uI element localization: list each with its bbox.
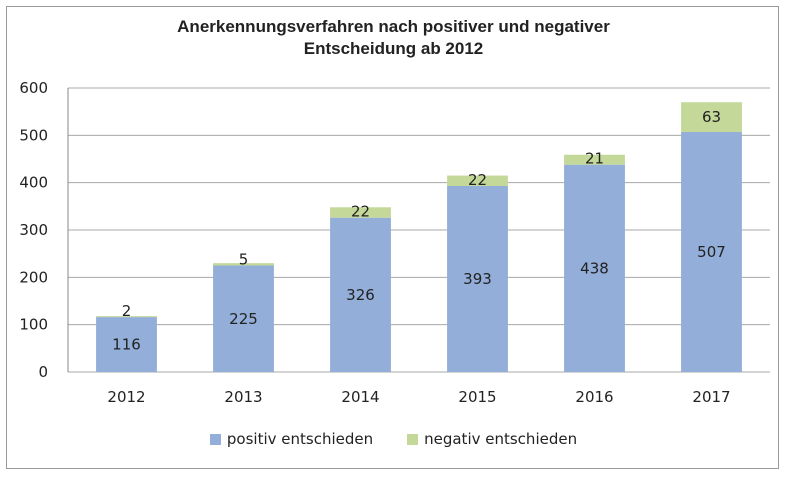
bar-positive-2013: [213, 265, 274, 372]
data-label-negative-2013: 5: [239, 251, 249, 269]
x-tick-label-2013: 2013: [224, 388, 262, 406]
data-label-positive-2017: 507: [697, 243, 726, 261]
legend-label-positive: positiv entschieden: [226, 430, 374, 448]
bar-negative-2017: [681, 102, 742, 133]
bar-positive-2012: [96, 317, 157, 372]
legend: positiv entschieden negativ entschieden: [0, 430, 787, 448]
data-label-positive-2014: 326: [346, 286, 375, 304]
y-tick-label-500: 500: [19, 126, 48, 144]
legend-swatch-negative: [407, 433, 419, 445]
bar-negative-2016: [564, 154, 625, 165]
x-tick-label-2017: 2017: [692, 388, 730, 406]
y-tick-label-200: 200: [19, 268, 48, 286]
y-tick-label-600: 600: [19, 79, 48, 97]
bar-positive-2015: [447, 185, 508, 372]
bar-negative-2012: [96, 316, 157, 318]
data-label-negative-2015: 22: [468, 171, 487, 189]
data-label-positive-2012: 116: [112, 336, 141, 354]
data-label-negative-2012: 2: [122, 302, 132, 320]
legend-item-positive: positiv entschieden: [209, 430, 374, 448]
data-label-positive-2015: 393: [463, 270, 492, 288]
data-label-negative-2016: 21: [585, 150, 604, 168]
y-tick-label-400: 400: [19, 174, 48, 192]
legend-label-negative: negativ entschieden: [424, 430, 578, 448]
chart-title-line2: Entscheidung ab 2012: [303, 39, 484, 58]
bar-positive-2014: [330, 217, 391, 372]
y-tick-label-300: 300: [19, 221, 48, 239]
bar-negative-2013: [213, 263, 274, 266]
chart-title-line1: Anerkennungsverfahren nach positiver und…: [177, 17, 610, 36]
y-tick-label-100: 100: [19, 316, 48, 334]
bar-negative-2015: [447, 175, 508, 186]
legend-item-negative: negativ entschieden: [407, 430, 577, 448]
x-tick-label-2016: 2016: [575, 388, 613, 406]
data-label-positive-2013: 225: [229, 310, 258, 328]
data-label-negative-2014: 22: [351, 203, 370, 221]
y-tick-label-0: 0: [38, 363, 48, 381]
data-label-negative-2017: 63: [702, 108, 721, 126]
x-tick-label-2014: 2014: [341, 388, 379, 406]
chart-frame: [6, 6, 779, 469]
x-tick-label-2012: 2012: [107, 388, 145, 406]
legend-swatch-positive: [209, 433, 221, 445]
x-tick-label-2015: 2015: [458, 388, 496, 406]
chart-title: Anerkennungsverfahren nach positiver und…: [0, 16, 787, 60]
bar-negative-2014: [330, 207, 391, 218]
data-label-positive-2016: 438: [580, 259, 609, 277]
bar-positive-2017: [681, 132, 742, 372]
bar-positive-2016: [564, 164, 625, 372]
